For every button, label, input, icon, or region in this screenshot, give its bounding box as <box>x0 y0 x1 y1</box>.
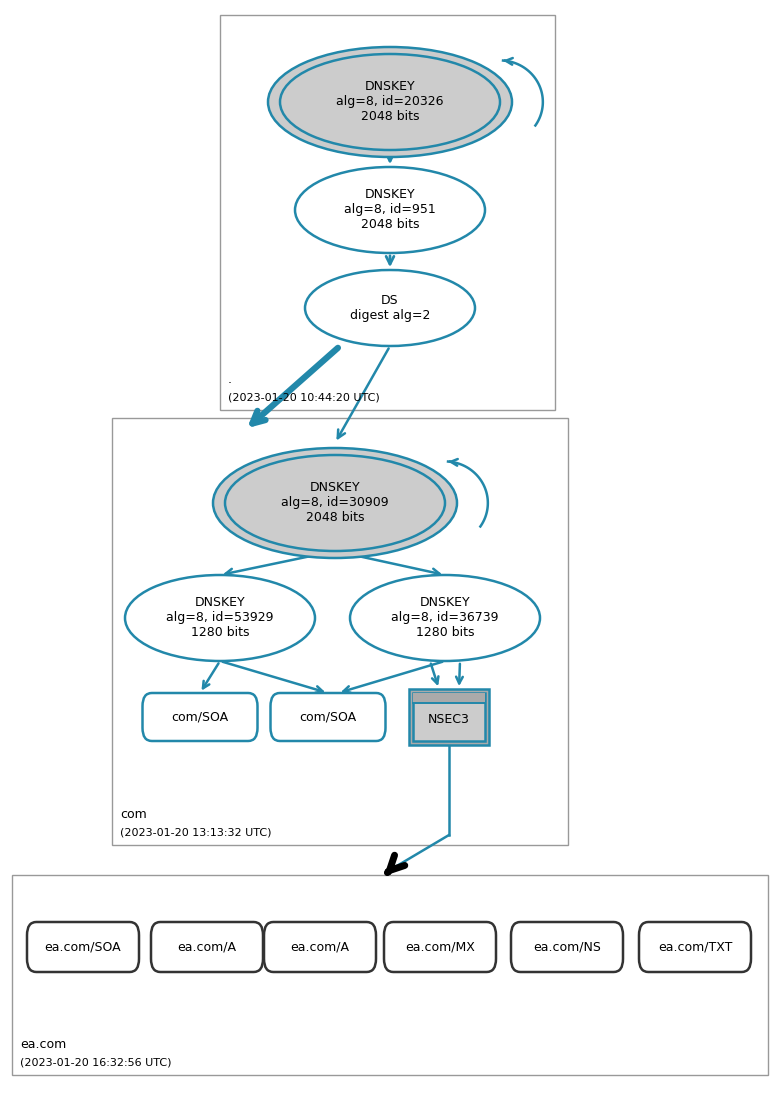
FancyBboxPatch shape <box>270 693 386 741</box>
Text: ea.com/SOA: ea.com/SOA <box>44 941 122 954</box>
FancyBboxPatch shape <box>151 922 263 971</box>
Ellipse shape <box>213 449 457 558</box>
FancyBboxPatch shape <box>143 693 258 741</box>
FancyBboxPatch shape <box>27 922 139 971</box>
Text: ea.com/MX: ea.com/MX <box>405 941 475 954</box>
Ellipse shape <box>225 455 445 551</box>
Text: ea.com/A: ea.com/A <box>291 941 350 954</box>
Text: DNSKEY
alg=8, id=36739
1280 bits: DNSKEY alg=8, id=36739 1280 bits <box>391 596 499 640</box>
Text: (2023-01-20 16:32:56 UTC): (2023-01-20 16:32:56 UTC) <box>19 1057 171 1068</box>
Text: (2023-01-20 10:44:20 UTC): (2023-01-20 10:44:20 UTC) <box>227 393 379 403</box>
Text: ea.com: ea.com <box>19 1038 66 1051</box>
Ellipse shape <box>295 167 485 253</box>
Ellipse shape <box>268 47 512 158</box>
Bar <box>409 689 489 745</box>
Text: ea.com/A: ea.com/A <box>178 941 237 954</box>
Ellipse shape <box>305 270 475 346</box>
Text: DNSKEY
alg=8, id=951
2048 bits: DNSKEY alg=8, id=951 2048 bits <box>344 188 436 232</box>
FancyBboxPatch shape <box>264 922 376 971</box>
FancyBboxPatch shape <box>511 922 623 971</box>
FancyBboxPatch shape <box>384 922 496 971</box>
Bar <box>12 875 768 1075</box>
Text: com: com <box>120 808 146 820</box>
Bar <box>413 693 485 741</box>
Ellipse shape <box>280 54 500 150</box>
Text: ea.com/NS: ea.com/NS <box>533 941 601 954</box>
Text: DNSKEY
alg=8, id=30909
2048 bits: DNSKEY alg=8, id=30909 2048 bits <box>281 481 389 524</box>
Text: DNSKEY
alg=8, id=53929
1280 bits: DNSKEY alg=8, id=53929 1280 bits <box>166 596 273 640</box>
Bar <box>112 418 568 845</box>
Text: com/SOA: com/SOA <box>171 710 228 723</box>
Text: NSEC3: NSEC3 <box>428 713 470 726</box>
FancyBboxPatch shape <box>639 922 751 971</box>
Text: DS
digest alg=2: DS digest alg=2 <box>350 294 430 322</box>
Bar <box>413 693 485 702</box>
Ellipse shape <box>350 575 540 661</box>
Text: ea.com/TXT: ea.com/TXT <box>657 941 732 954</box>
Text: DNSKEY
alg=8, id=20326
2048 bits: DNSKEY alg=8, id=20326 2048 bits <box>337 81 444 124</box>
Text: (2023-01-20 13:13:32 UTC): (2023-01-20 13:13:32 UTC) <box>120 827 271 837</box>
Ellipse shape <box>125 575 315 661</box>
Bar <box>220 15 555 410</box>
Text: .: . <box>227 373 232 386</box>
Text: com/SOA: com/SOA <box>299 710 357 723</box>
